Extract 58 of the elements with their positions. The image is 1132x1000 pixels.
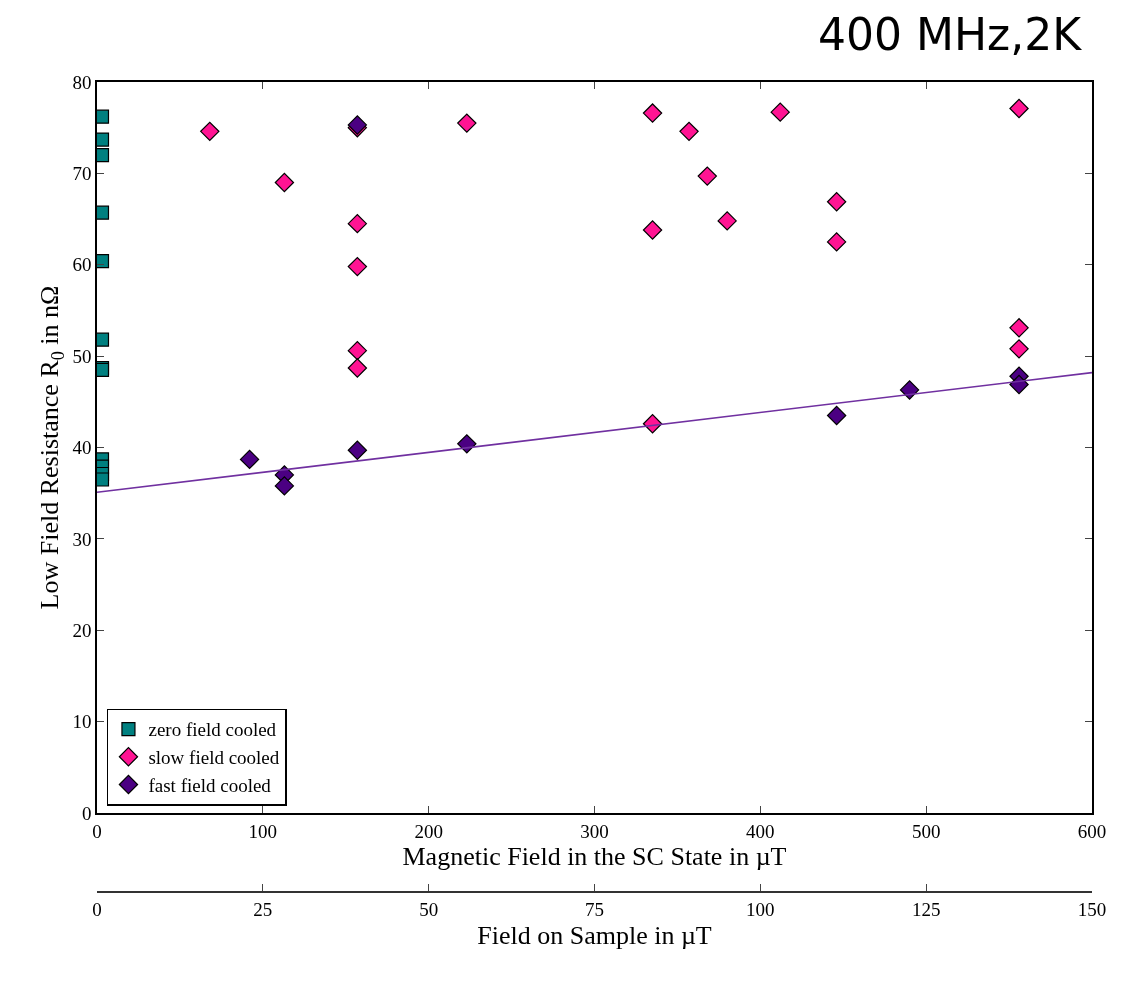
point xyxy=(717,211,737,231)
y-tick-label: 20 xyxy=(72,619,92,641)
legend-label: slow field cooled xyxy=(148,747,280,769)
point xyxy=(826,192,847,212)
point xyxy=(826,405,847,426)
y-tick-label: 50 xyxy=(72,345,92,367)
point xyxy=(899,380,920,400)
point xyxy=(1009,318,1029,338)
legend-label: fast field cooled xyxy=(148,774,272,796)
point xyxy=(239,449,260,470)
point xyxy=(1009,339,1029,359)
point xyxy=(347,256,368,277)
y-tick-label: 10 xyxy=(72,711,92,733)
x-tick-label: 100 xyxy=(248,820,278,842)
x2-tick-label: 50 xyxy=(419,898,439,920)
x-axis-title: Magnetic Field in the SC State in µT xyxy=(402,841,787,871)
point xyxy=(347,213,368,234)
point xyxy=(97,472,110,487)
point xyxy=(347,440,368,460)
x-tick-label: 400 xyxy=(746,820,775,842)
point xyxy=(200,121,220,142)
point xyxy=(642,220,663,240)
point xyxy=(697,166,717,186)
y-tick-label: 0 xyxy=(81,802,92,824)
point xyxy=(97,332,110,347)
y-tick-label: 60 xyxy=(72,254,92,276)
x2-axis-title: Field on Sample in µT xyxy=(477,920,712,950)
point xyxy=(347,358,368,378)
y-tick-label: 30 xyxy=(72,528,92,550)
point xyxy=(97,109,110,124)
legend-label: zero field cooled xyxy=(148,719,277,741)
point xyxy=(97,148,110,163)
x2-tick-label: 100 xyxy=(746,898,775,920)
point xyxy=(274,476,295,496)
point xyxy=(770,102,790,122)
y-tick-label: 80 xyxy=(72,71,92,93)
x2-tick-label: 25 xyxy=(253,898,273,920)
chart-title: 400 MHz,2K xyxy=(818,9,1083,61)
x2-tick-label: 150 xyxy=(1077,898,1107,920)
point xyxy=(642,103,663,123)
x-tick-label: 300 xyxy=(580,820,609,842)
y-tick-label: 70 xyxy=(72,163,92,185)
point xyxy=(1009,98,1029,119)
point xyxy=(347,340,368,361)
x-tick-label: 600 xyxy=(1077,820,1107,842)
x-tick-label: 500 xyxy=(911,820,941,842)
point xyxy=(97,205,110,220)
x2-tick-label: 125 xyxy=(911,898,941,920)
point xyxy=(679,121,699,142)
y-tick-label: 40 xyxy=(72,437,92,459)
point xyxy=(457,113,477,133)
point xyxy=(457,434,477,454)
point xyxy=(97,254,110,269)
point xyxy=(826,232,847,252)
point xyxy=(97,132,110,147)
x2-tick-label: 75 xyxy=(585,898,604,920)
point xyxy=(274,172,295,193)
x-tick-label: 200 xyxy=(414,820,443,842)
